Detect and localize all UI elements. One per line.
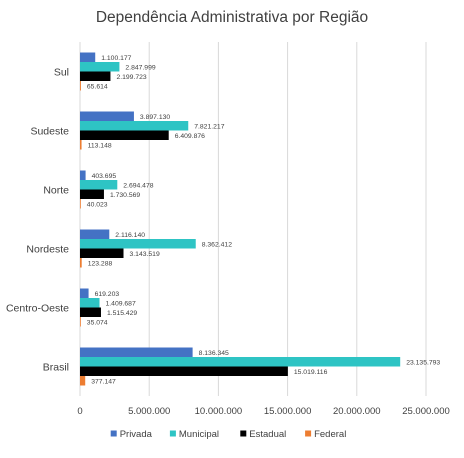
x-tick-label: 25.000.000 [402, 406, 450, 417]
category-labels: Sul Sudeste Norte Nordeste Centro-Oeste Brasi… [6, 67, 69, 374]
bar-privada-nordeste [80, 229, 110, 239]
data-label: 1.409.687 [106, 300, 136, 307]
bar-municipal-centro-oeste [80, 298, 100, 308]
x-tick-label: 10.000.000 [195, 406, 243, 417]
bar-municipal-sudeste [80, 121, 189, 131]
bar-estadual-nordeste [80, 248, 124, 258]
data-label: 6.409.876 [175, 133, 205, 140]
legend-swatch-privada [110, 430, 117, 437]
data-label: 2.694.478 [123, 182, 153, 189]
legend-swatch-estadual [240, 430, 247, 437]
bar-privada-brasil [80, 347, 193, 357]
gridlines [79, 42, 427, 396]
category-label: Brasil [43, 362, 69, 374]
data-label: 113.148 [88, 142, 112, 149]
category-label: Sudeste [30, 126, 69, 138]
x-tick-label: 0 [77, 406, 82, 417]
bar-federal-norte [80, 199, 81, 209]
bar-privada-norte [80, 170, 86, 180]
data-label: 65.614 [87, 83, 108, 90]
x-tick-label: 5.000.000 [128, 406, 170, 417]
category-label: Centro-Oeste [6, 303, 69, 315]
bar-municipal-brasil [80, 357, 401, 367]
bar-federal-brasil [80, 376, 86, 386]
bar-estadual-centro-oeste [80, 307, 101, 317]
bar-federal-sudeste [80, 140, 82, 150]
bar-municipal-nordeste [80, 239, 196, 249]
bar-estadual-norte [80, 189, 104, 199]
legend-swatch-municipal [169, 430, 176, 437]
bar-federal-nordeste [80, 258, 82, 268]
bar-federal-centro-oeste [80, 317, 81, 327]
data-label: 619.203 [95, 291, 120, 298]
data-label: 3.897.130 [140, 114, 170, 121]
data-label: 8.136.345 [199, 350, 229, 357]
data-labels-layer: 1.100.177 2.847.999 2.199.723 65.614 3.897.1… [87, 55, 441, 386]
legend-label: Privada [120, 429, 153, 440]
data-label: 1.730.569 [110, 192, 140, 199]
data-label: 2.847.999 [125, 64, 155, 71]
data-label: 23.135.793 [406, 359, 440, 366]
bar-privada-sudeste [80, 111, 134, 121]
category-label: Nordeste [26, 244, 69, 256]
legend-label: Federal [314, 429, 346, 440]
category-label: Sul [54, 67, 69, 79]
chart-title: Dependência Administrativa por Região [96, 9, 368, 26]
bar-estadual-sul [80, 71, 111, 81]
legend-label: Estadual [249, 429, 286, 440]
data-label: 123.288 [88, 260, 113, 267]
bar-municipal-sul [80, 62, 120, 72]
legend: Privada Municipal Estadual Federal [110, 429, 346, 440]
data-label: 8.362.412 [202, 241, 232, 248]
bars-layer [80, 52, 401, 386]
bar-privada-sul [80, 52, 96, 62]
data-label: 2.199.723 [116, 74, 146, 81]
data-label: 15.019.116 [294, 369, 328, 376]
legend-swatch-federal [305, 430, 312, 437]
data-label: 1.100.177 [101, 55, 131, 62]
bar-federal-sul [80, 81, 81, 91]
bar-estadual-brasil [80, 366, 288, 376]
x-tick-label: 20.000.000 [333, 406, 381, 417]
data-label: 7.821.217 [194, 123, 224, 130]
data-label: 403.695 [92, 173, 117, 180]
data-label: 3.143.519 [130, 251, 160, 258]
data-label: 1.515.429 [107, 310, 137, 317]
legend-label: Municipal [179, 429, 219, 440]
category-label: Norte [43, 185, 69, 197]
x-tick-label: 15.000.000 [264, 406, 312, 417]
data-label: 35.074 [87, 319, 108, 326]
x-axis-tick-labels: 0 5.000.000 10.000.000 15.000.000 20.000.000… [77, 406, 449, 417]
data-label: 2.116.140 [115, 232, 145, 239]
data-label: 377.147 [91, 378, 116, 385]
bar-privada-centro-oeste [80, 288, 89, 298]
data-label: 40.023 [87, 201, 108, 208]
bar-municipal-norte [80, 180, 118, 190]
bar-estadual-sudeste [80, 130, 169, 140]
